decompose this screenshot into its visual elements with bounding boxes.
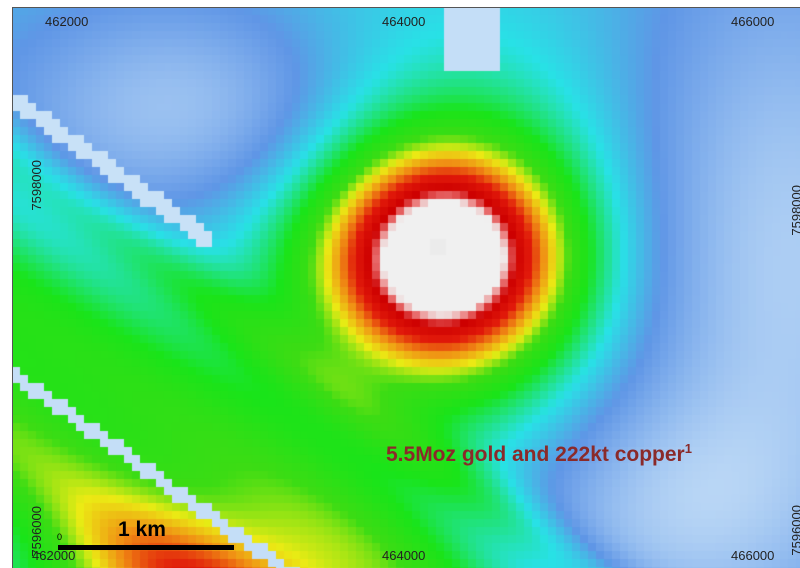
map-border-left [12, 7, 13, 568]
y-tick-right-7598000: 7598000 [789, 185, 800, 236]
y-tick-left-7596000: 7596000 [29, 506, 44, 557]
x-tick-bottom-466000: 466000 [731, 548, 775, 563]
anomaly-heatmap [12, 7, 800, 568]
scale-bar [58, 545, 234, 550]
scale-bar-zero-label: 0 [57, 532, 63, 542]
x-tick-top-464000: 464000 [382, 14, 426, 29]
x-tick-bottom-462000: 462000 [32, 548, 76, 563]
y-tick-left-7598000: 7598000 [29, 160, 44, 211]
x-tick-top-466000: 466000 [731, 14, 775, 29]
map-frame [12, 7, 800, 568]
resource-annotation: 5.5Moz gold and 222kt copper1 [386, 441, 692, 467]
annotation-footnote: 1 [684, 441, 692, 456]
annotation-text: 5.5Moz gold and 222kt copper [386, 443, 685, 466]
y-tick-right-7596000: 7596000 [789, 505, 800, 556]
map-border-top [12, 7, 800, 8]
x-tick-bottom-464000: 464000 [382, 548, 426, 563]
x-tick-top-462000: 462000 [45, 14, 89, 29]
scale-bar-label: 1 km [118, 518, 166, 541]
